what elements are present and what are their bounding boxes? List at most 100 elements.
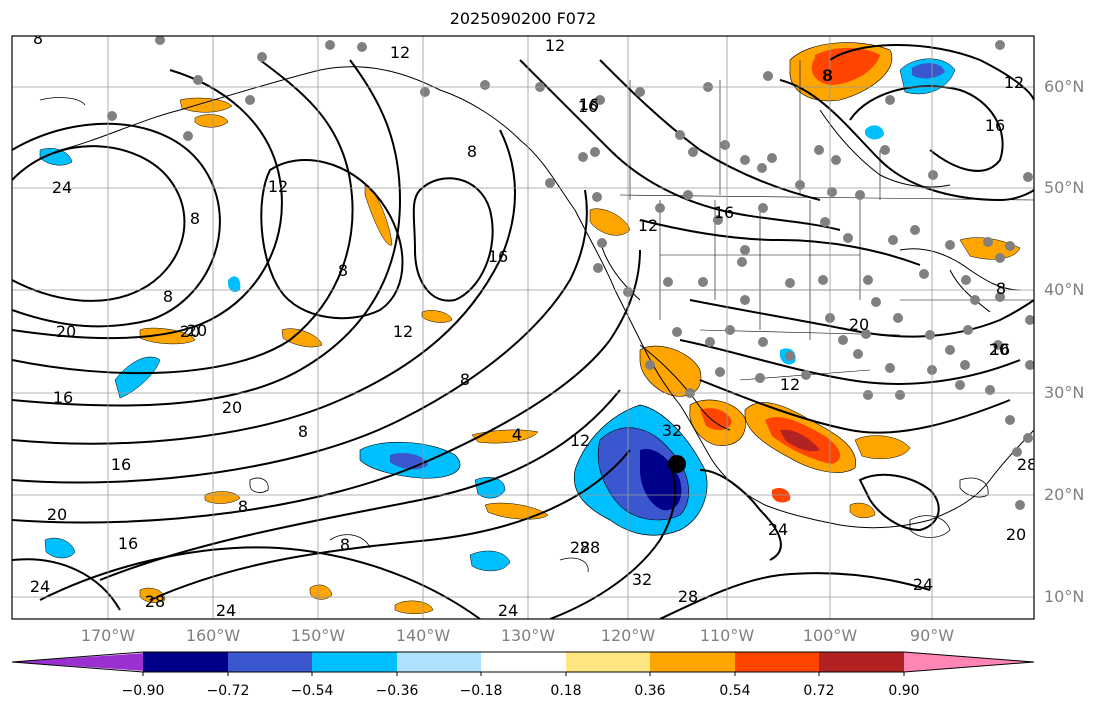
colorbar-tick-label: −0.36 bbox=[375, 683, 419, 699]
positive-anomaly-area bbox=[849, 502, 876, 519]
contour-label: 12 bbox=[393, 322, 413, 341]
contour-label: 20 bbox=[47, 505, 67, 524]
longitude-label: 90°W bbox=[909, 626, 955, 645]
latitude-label: 10°N bbox=[1044, 587, 1085, 606]
graticule bbox=[12, 36, 1034, 619]
contour-label: 12 bbox=[545, 36, 565, 55]
contour-label: 16 bbox=[985, 116, 1005, 135]
colorbar-segment bbox=[650, 652, 735, 672]
map-frame bbox=[11, 35, 1035, 620]
positive-anomaly-area bbox=[484, 502, 549, 520]
positive-anomaly-area bbox=[770, 18, 792, 31]
positive-anomaly-area bbox=[854, 435, 911, 459]
longitude-label: 150°W bbox=[290, 626, 346, 645]
positive-anomaly-area bbox=[281, 328, 323, 348]
colorbar-tick-label: −0.90 bbox=[121, 683, 165, 699]
contour-label: 8 bbox=[822, 66, 832, 85]
negative-anomaly-area bbox=[228, 276, 241, 293]
colorbar-tick-label: −0.54 bbox=[290, 683, 334, 699]
contour-label: 24 bbox=[52, 178, 72, 197]
longitude-label: 100°W bbox=[802, 626, 858, 645]
contour-label: 28 bbox=[1017, 455, 1037, 474]
contour-label: 16 bbox=[118, 534, 138, 553]
shading-layer bbox=[39, 18, 1021, 614]
positive-anomaly-area bbox=[589, 208, 631, 236]
colorbar-segment bbox=[566, 652, 650, 672]
negative-anomaly-area bbox=[114, 356, 161, 399]
colorbar-segment bbox=[228, 652, 312, 672]
contour-label: 24 bbox=[768, 520, 788, 539]
positive-anomaly-area bbox=[364, 184, 393, 246]
longitude-label: 130°W bbox=[500, 626, 556, 645]
contour-label: 24 bbox=[216, 601, 236, 620]
contour-label: 28 bbox=[678, 587, 698, 606]
colorbar-tick-label: 0.36 bbox=[634, 683, 666, 699]
contour-label: 24 bbox=[30, 577, 50, 596]
positive-anomaly-area bbox=[811, 47, 880, 85]
station-dots bbox=[107, 36, 1034, 510]
contour-label: 20 bbox=[187, 321, 207, 340]
negative-anomaly-area bbox=[39, 148, 73, 166]
positive-anomaly-area bbox=[959, 237, 1021, 260]
contour-label: 28 bbox=[570, 538, 590, 557]
contour-label: 8 bbox=[996, 279, 1006, 298]
colorbar-segment bbox=[819, 652, 904, 672]
latitude-label: 30°N bbox=[1044, 383, 1085, 402]
colorbar-extend-low bbox=[12, 652, 161, 672]
contour-label: 20 bbox=[56, 322, 76, 341]
colorbar-extend-high bbox=[904, 652, 1034, 672]
colorbar-segment bbox=[735, 652, 819, 672]
positive-anomaly-area bbox=[780, 429, 820, 452]
negative-anomaly-area bbox=[912, 63, 945, 79]
colorbar-segment bbox=[397, 652, 481, 672]
contour-label: 12 bbox=[570, 431, 590, 450]
colorbar-segment bbox=[312, 652, 397, 672]
contour-label: 12 bbox=[1004, 73, 1024, 92]
contour-label: 8 bbox=[238, 497, 248, 516]
location-marker bbox=[668, 455, 686, 473]
contour-label: 8 bbox=[298, 422, 308, 441]
contour-label: 4 bbox=[512, 425, 522, 444]
contour-label: 8 bbox=[163, 287, 173, 306]
colorbar bbox=[11, 651, 1035, 676]
longitude-label: 170°W bbox=[80, 626, 136, 645]
contour-label: 8 bbox=[467, 142, 477, 161]
contour-label: 12 bbox=[638, 216, 658, 235]
colorbar-tick-label: 0.90 bbox=[888, 683, 920, 699]
contour-label: 28 bbox=[145, 592, 165, 611]
contour-label: 8 bbox=[823, 66, 833, 85]
contour-label: 4 bbox=[512, 425, 522, 444]
contour-label: 8 bbox=[33, 29, 43, 48]
contour-label: 20 bbox=[989, 340, 1009, 359]
contour-label: 8 bbox=[338, 261, 348, 280]
contour-label: 8 bbox=[190, 209, 200, 228]
negative-anomaly-area bbox=[865, 125, 884, 140]
latitude-label: 20°N bbox=[1044, 485, 1085, 504]
contour-label: 20 bbox=[1006, 525, 1026, 544]
positive-anomaly-area bbox=[700, 408, 732, 431]
contour-label: 12 bbox=[268, 177, 288, 196]
positive-anomaly-area bbox=[471, 429, 539, 444]
longitude-label: 160°W bbox=[185, 626, 241, 645]
contour-label: 16 bbox=[990, 340, 1010, 359]
positive-anomaly-area bbox=[421, 310, 453, 323]
longitude-label: 120°W bbox=[600, 626, 656, 645]
positive-anomaly-area bbox=[139, 327, 196, 345]
contour-label: 12 bbox=[390, 43, 410, 62]
colorbar-tick-label: 0.54 bbox=[719, 683, 751, 699]
contour-label: 24 bbox=[913, 575, 933, 594]
map-title: 2025090200 F072 bbox=[449, 9, 597, 28]
contour-label: 32 bbox=[632, 570, 652, 589]
longitude-label: 140°W bbox=[395, 626, 451, 645]
contour-label: 20 bbox=[849, 315, 869, 334]
positive-anomaly-area bbox=[194, 114, 229, 128]
colorbar-tick-label: −0.18 bbox=[459, 683, 503, 699]
colorbar-tick-label: 0.72 bbox=[803, 683, 835, 699]
contour-label: 16 bbox=[714, 203, 734, 222]
contour-label: 24 bbox=[498, 601, 518, 620]
contour-label: 32 bbox=[662, 421, 682, 440]
colorbar-segment bbox=[481, 652, 566, 672]
